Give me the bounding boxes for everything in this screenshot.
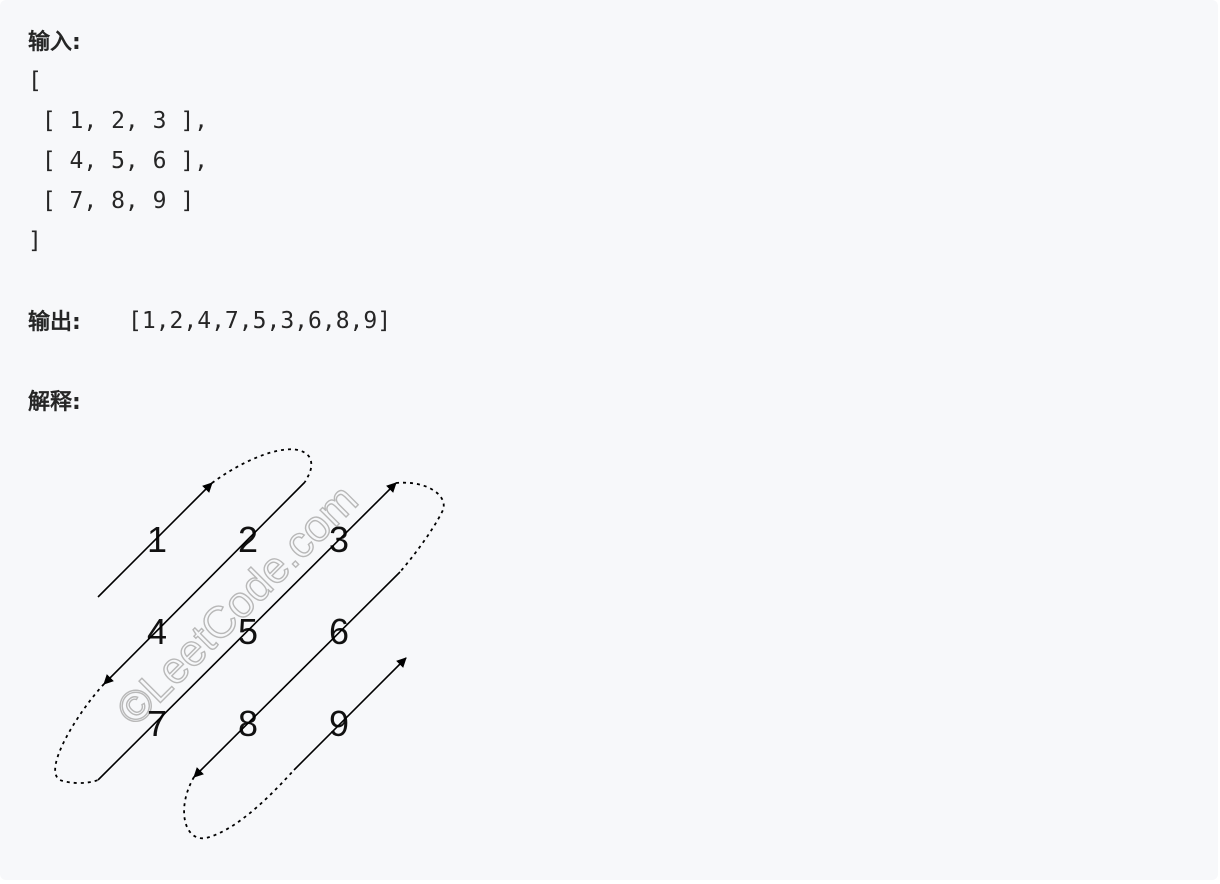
dotted-curve-top-right [395, 481, 445, 573]
explanation-label: 解释: [28, 390, 81, 415]
input-line-4: [ 7, 8, 9 ] [28, 188, 195, 214]
dotted-curve-bottom-right [183, 769, 295, 840]
diagonal-traversal-diagram: ©LeetCode.com 1 2 3 4 5 6 7 8 9 [54, 448, 445, 840]
input-line-3: [ 4, 5, 6 ], [28, 148, 209, 174]
arrow-up-9 [293, 657, 407, 771]
arrow-up-1 [97, 482, 213, 598]
output-label: 输出: [28, 310, 81, 335]
dotted-curve-bottom-left [54, 683, 105, 784]
input-line-1: [ [28, 68, 42, 94]
cell-number-7: 7 [147, 703, 167, 744]
arrow-down-6-8 [193, 571, 401, 778]
arrow-up-7-5-3 [97, 482, 397, 781]
input-line-2: [ 1, 2, 3 ], [28, 108, 209, 134]
cell-number-9: 9 [329, 703, 349, 744]
arrow-down-2-4 [103, 481, 306, 685]
watermark-text: ©LeetCode.com [107, 475, 367, 735]
dotted-curve-top-left [211, 448, 313, 484]
input-label: 输入: [28, 30, 81, 55]
input-line-5: ] [28, 228, 42, 254]
cell-number-1: 1 [147, 519, 167, 560]
output-value: [1,2,4,7,5,3,6,8,9] [128, 308, 392, 334]
cell-number-6: 6 [329, 611, 349, 652]
